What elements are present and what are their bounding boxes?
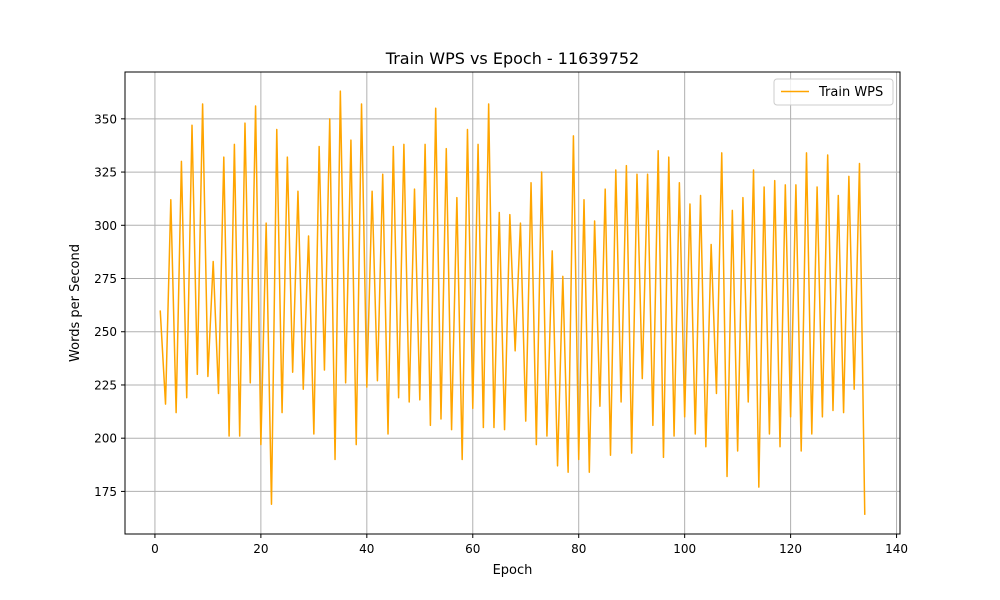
- x-tick-label: 120: [779, 542, 802, 556]
- y-tick-label: 350: [94, 112, 117, 126]
- plot-frame: [124, 71, 901, 535]
- x-tick-label: 20: [253, 542, 268, 556]
- series-line-train-wps: [159, 90, 866, 515]
- y-tick-label: 200: [94, 432, 117, 446]
- x-axis-label: Epoch: [493, 563, 533, 578]
- y-tick-label: 300: [94, 219, 117, 233]
- y-tick-label: 275: [94, 272, 117, 286]
- x-tick-label: 80: [571, 542, 586, 556]
- chart-title: Train WPS vs Epoch - 11639752: [385, 49, 639, 68]
- grid: [125, 72, 900, 534]
- y-tick-label: 325: [94, 166, 117, 180]
- y-tick-label: 175: [94, 485, 117, 499]
- x-tick-label: 40: [359, 542, 374, 556]
- ticks: 0 20 40 60 80 100 120 140 175 200 225 250 275 300 325 3…: [94, 112, 908, 556]
- x-tick-label: 140: [885, 542, 908, 556]
- y-tick-label: 250: [94, 325, 117, 339]
- y-axis-label: Words per Second: [68, 244, 83, 362]
- legend-label-train-wps: Train WPS: [818, 85, 883, 100]
- x-tick-label: 100: [673, 542, 696, 556]
- x-tick-label: 60: [465, 542, 480, 556]
- y-tick-label: 225: [94, 378, 117, 392]
- x-tick-label: 0: [151, 542, 159, 556]
- legend: Train WPS: [773, 78, 894, 106]
- series-layer: [159, 90, 866, 515]
- legend-box: [773, 78, 894, 106]
